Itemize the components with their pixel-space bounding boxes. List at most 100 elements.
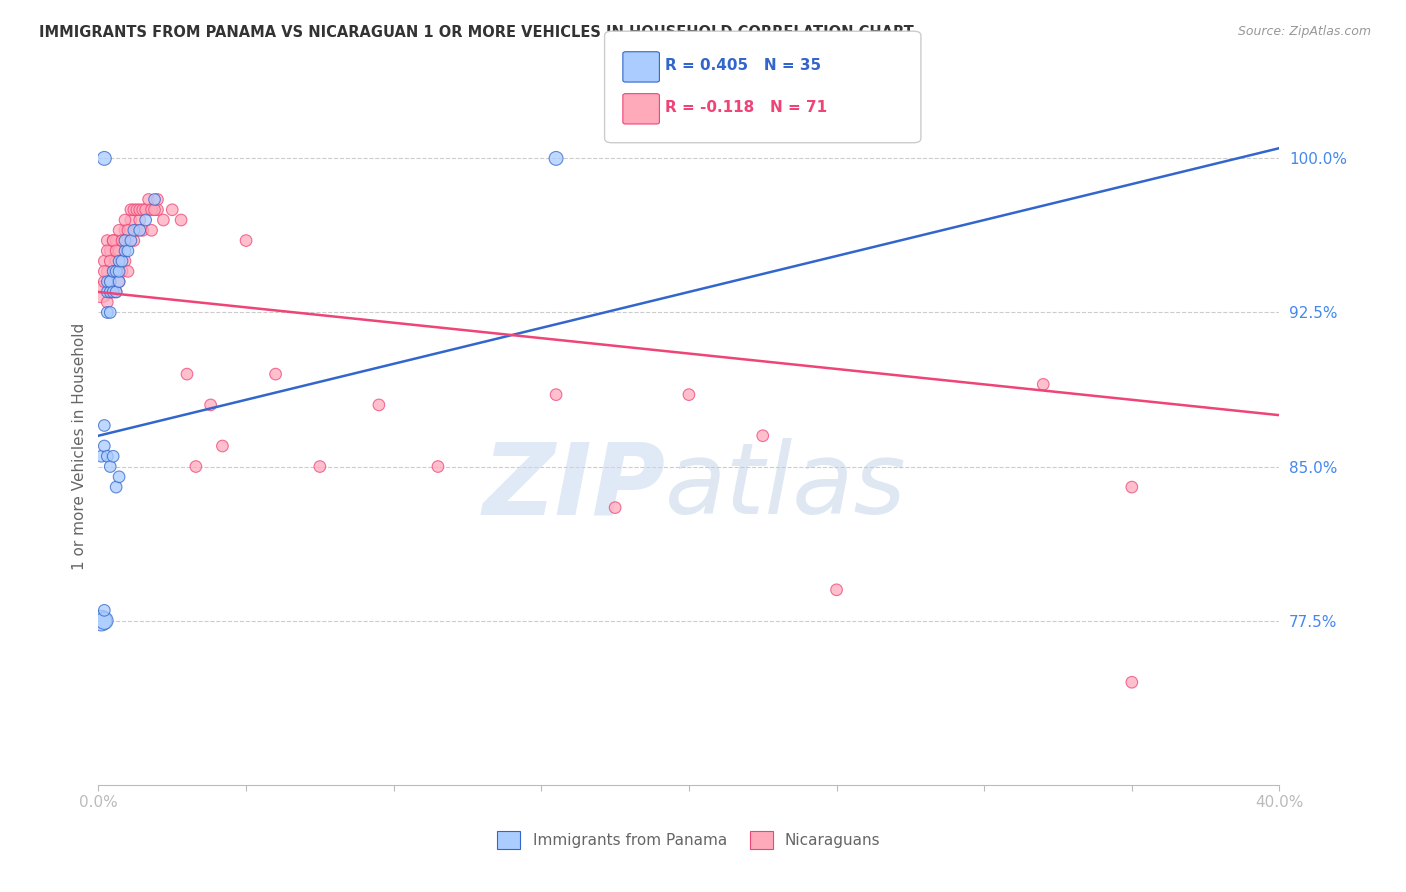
Point — [96, 234, 118, 248]
Point — [135, 213, 157, 227]
Point — [117, 223, 139, 237]
Point — [108, 275, 131, 289]
Point — [141, 202, 163, 217]
Point — [146, 193, 169, 207]
Point — [98, 285, 121, 299]
Point — [546, 152, 568, 166]
Point — [152, 213, 174, 227]
Point — [211, 439, 233, 453]
Point — [125, 223, 148, 237]
Text: R = 0.405   N = 35: R = 0.405 N = 35 — [665, 58, 821, 72]
Point — [105, 244, 128, 258]
Point — [162, 202, 183, 217]
Point — [138, 193, 160, 207]
Point — [122, 223, 145, 237]
Point — [368, 398, 391, 412]
Point — [93, 439, 115, 453]
Text: IMMIGRANTS FROM PANAMA VS NICARAGUAN 1 OR MORE VEHICLES IN HOUSEHOLD CORRELATION: IMMIGRANTS FROM PANAMA VS NICARAGUAN 1 O… — [39, 25, 914, 40]
Y-axis label: 1 or more Vehicles in Household: 1 or more Vehicles in Household — [72, 322, 87, 570]
Point — [114, 213, 136, 227]
Point — [103, 234, 125, 248]
Point — [93, 603, 115, 617]
Point — [98, 459, 121, 474]
Point — [93, 254, 115, 268]
Point — [143, 202, 166, 217]
Point — [309, 459, 332, 474]
Point — [96, 295, 118, 310]
Point — [114, 244, 136, 258]
Point — [93, 614, 115, 628]
Point — [96, 244, 118, 258]
Point — [103, 234, 125, 248]
Point — [108, 275, 131, 289]
Point — [146, 202, 169, 217]
Point — [105, 480, 128, 494]
Point — [90, 614, 112, 628]
Point — [1121, 675, 1143, 690]
Point — [546, 387, 568, 401]
Point — [235, 234, 257, 248]
Point — [138, 202, 160, 217]
Point — [135, 202, 157, 217]
Point — [176, 367, 198, 381]
Point — [103, 285, 125, 299]
Point — [117, 264, 139, 278]
Point — [111, 264, 134, 278]
Point — [141, 223, 163, 237]
Point — [105, 285, 128, 299]
Point — [200, 398, 222, 412]
Point — [427, 459, 450, 474]
Point — [143, 193, 166, 207]
Point — [93, 418, 115, 433]
Legend: Immigrants from Panama, Nicaraguans: Immigrants from Panama, Nicaraguans — [491, 824, 887, 855]
Point — [825, 582, 848, 597]
Point — [103, 264, 125, 278]
Point — [108, 223, 131, 237]
Point — [132, 202, 155, 217]
Point — [114, 234, 136, 248]
Point — [93, 152, 115, 166]
Point — [93, 264, 115, 278]
Text: ZIP: ZIP — [482, 438, 665, 535]
Point — [117, 244, 139, 258]
Point — [132, 223, 155, 237]
Point — [96, 285, 118, 299]
Point — [128, 213, 150, 227]
Point — [117, 234, 139, 248]
Text: R = -0.118   N = 71: R = -0.118 N = 71 — [665, 100, 827, 114]
Point — [114, 223, 136, 237]
Point — [678, 387, 700, 401]
Point — [120, 202, 142, 217]
Point — [98, 285, 121, 299]
Point — [122, 202, 145, 217]
Point — [96, 264, 118, 278]
Point — [105, 254, 128, 268]
Point — [103, 450, 125, 464]
Point — [98, 305, 121, 319]
Point — [128, 223, 150, 237]
Point — [108, 244, 131, 258]
Point — [111, 234, 134, 248]
Point — [90, 450, 112, 464]
Point — [184, 459, 207, 474]
Point — [264, 367, 287, 381]
Point — [108, 254, 131, 268]
Point — [105, 234, 128, 248]
Point — [605, 500, 627, 515]
Text: Source: ZipAtlas.com: Source: ZipAtlas.com — [1237, 25, 1371, 38]
Point — [135, 202, 157, 217]
Point — [105, 285, 128, 299]
Point — [128, 202, 150, 217]
Point — [103, 264, 125, 278]
Point — [114, 254, 136, 268]
Point — [1032, 377, 1054, 392]
Point — [98, 275, 121, 289]
Point — [98, 254, 121, 268]
Point — [98, 244, 121, 258]
Point — [120, 213, 142, 227]
Point — [96, 305, 118, 319]
Point — [125, 202, 148, 217]
Point — [111, 234, 134, 248]
Point — [108, 264, 131, 278]
Point — [111, 254, 134, 268]
